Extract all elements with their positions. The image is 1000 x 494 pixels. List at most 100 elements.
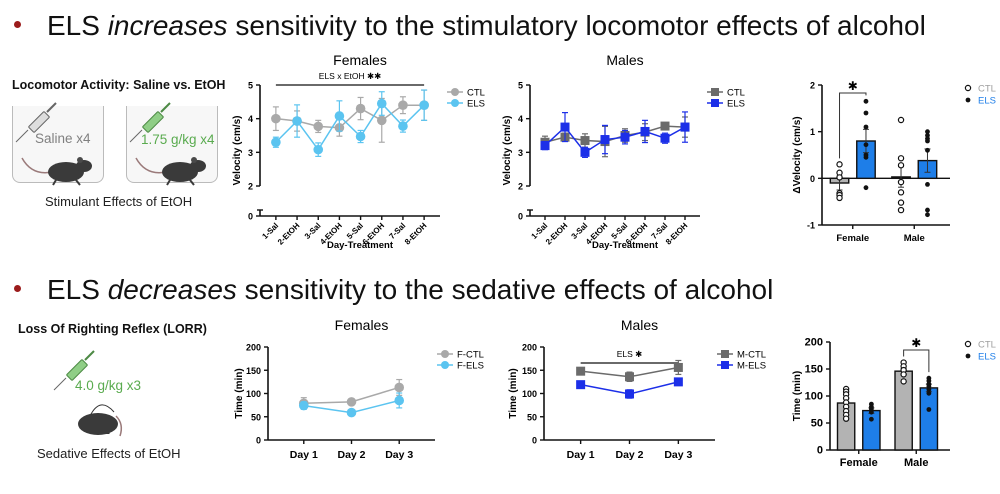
saline-dose-label: Saline x4 xyxy=(35,131,91,146)
x-tick-label: Female xyxy=(840,457,878,469)
y-tick-label: 200 xyxy=(246,343,261,353)
data-point xyxy=(313,144,324,155)
legend-marker xyxy=(441,361,449,369)
scatter-point xyxy=(863,110,869,116)
legend-label: ELS xyxy=(978,352,996,363)
data-point xyxy=(576,366,586,376)
scatter-point xyxy=(836,174,843,181)
data-point xyxy=(660,133,670,143)
y-tick-label: 200 xyxy=(805,337,823,349)
legend-marker xyxy=(721,350,729,358)
x-tick-label: Day 1 xyxy=(567,449,595,461)
bar-els xyxy=(862,409,881,451)
scatter-point xyxy=(900,378,907,385)
data-point xyxy=(625,372,634,382)
data-point xyxy=(271,113,281,124)
y-tick-label: 0 xyxy=(532,436,537,446)
data-point xyxy=(673,362,683,372)
legend-label: ELS xyxy=(727,99,745,110)
x-tick-label: 8-EtOH xyxy=(664,221,690,247)
data-point xyxy=(271,137,281,148)
scatter-point xyxy=(897,116,905,124)
scatter-point xyxy=(863,98,869,104)
chart-title: Males xyxy=(621,317,658,333)
headline-text: sensitivity to the stimulatory locomotor… xyxy=(227,10,926,41)
mouse-icon xyxy=(21,157,92,186)
data-point xyxy=(313,121,324,132)
data-point xyxy=(576,380,586,390)
sedative-caption: Sedative Effects of EtOH xyxy=(37,446,181,461)
scatter-point xyxy=(868,416,874,422)
y-axis-label: Velocity (cm/s) xyxy=(502,115,513,185)
headline-text: sensitivity to the sedative effects of a… xyxy=(236,274,774,305)
y-tick-label: 150 xyxy=(246,366,261,376)
scatter-point xyxy=(925,207,930,213)
data-point xyxy=(540,141,550,151)
x-tick-label: 2-EtOH xyxy=(276,221,302,247)
scatter-point xyxy=(925,147,930,153)
x-axis-label: Day-Treatment xyxy=(592,240,659,251)
y-axis-label: ΔVelocity (cm/s) xyxy=(792,116,803,193)
x-tick-label: Day 3 xyxy=(664,449,692,461)
sedated-mouse-icon xyxy=(78,404,123,437)
y-tick-label: 0 xyxy=(518,212,523,222)
headline-text: ELS xyxy=(47,10,108,41)
data-point xyxy=(580,136,590,146)
legend-marker xyxy=(711,99,719,107)
y-tick-label: 4 xyxy=(518,114,523,124)
x-tick-label: Day 3 xyxy=(385,449,413,461)
x-tick-label: Day 1 xyxy=(290,449,318,461)
y-tick-label: 1 xyxy=(810,127,815,137)
scatter-point xyxy=(897,178,905,186)
scatter-point xyxy=(900,371,907,378)
scatter-point xyxy=(897,155,905,162)
y-axis-label: Time (min) xyxy=(792,371,803,421)
data-point xyxy=(298,400,309,411)
data-point xyxy=(673,377,683,387)
legend-marker xyxy=(965,353,971,359)
x-tick-label: Male xyxy=(904,457,928,469)
y-axis-label: Time (min) xyxy=(234,368,245,418)
chart-lorr-males: Time (min) Males 0 50 100 150 200 Day 1 Day 2 Day… xyxy=(508,317,766,461)
legend-label: F-ELS xyxy=(457,361,484,372)
significance-label: ELS x EtOH ✱✱ xyxy=(319,71,381,81)
data-point xyxy=(376,115,387,126)
y-tick-label: 200 xyxy=(522,343,537,353)
scatter-point xyxy=(868,409,874,415)
legend-marker xyxy=(965,97,971,103)
data-point xyxy=(394,382,405,393)
y-tick-label: 100 xyxy=(522,389,537,399)
legend-label: F-CTL xyxy=(457,350,484,361)
data-point xyxy=(560,122,570,132)
saline-syringe-icon xyxy=(15,102,57,143)
y-tick-label: 0 xyxy=(256,436,261,446)
scatter-point xyxy=(842,415,850,422)
y-tick-label: 2 xyxy=(518,182,523,192)
y-tick-label: 50 xyxy=(251,412,261,422)
data-point xyxy=(600,135,610,145)
y-tick-label: 4 xyxy=(248,114,253,124)
x-tick-label: 8-EtOH xyxy=(403,221,429,247)
etoh-syringe-icon xyxy=(129,102,171,143)
data-point xyxy=(620,132,630,142)
x-tick-label: 2-EtOH xyxy=(544,221,570,247)
legend-label: M-ELS xyxy=(737,361,766,372)
headline-text: ELS xyxy=(47,274,108,305)
legend-marker xyxy=(964,340,972,348)
locomotor-panel-title: Locomotor Activity: Saline vs. EtOH xyxy=(12,78,226,92)
scatter-point xyxy=(836,194,843,202)
y-tick-label: -1 xyxy=(807,221,815,231)
y-tick-label: 2 xyxy=(810,81,815,91)
data-point xyxy=(355,103,366,114)
y-tick-label: 3 xyxy=(518,148,523,158)
scatter-point xyxy=(897,206,905,214)
y-tick-label: 150 xyxy=(805,364,823,376)
scatter-point xyxy=(926,407,932,412)
data-point xyxy=(640,126,650,136)
scatter-point xyxy=(863,142,869,148)
y-tick-label: 0 xyxy=(810,174,815,184)
y-tick-label: 100 xyxy=(246,389,261,399)
scatter-point xyxy=(863,124,869,130)
